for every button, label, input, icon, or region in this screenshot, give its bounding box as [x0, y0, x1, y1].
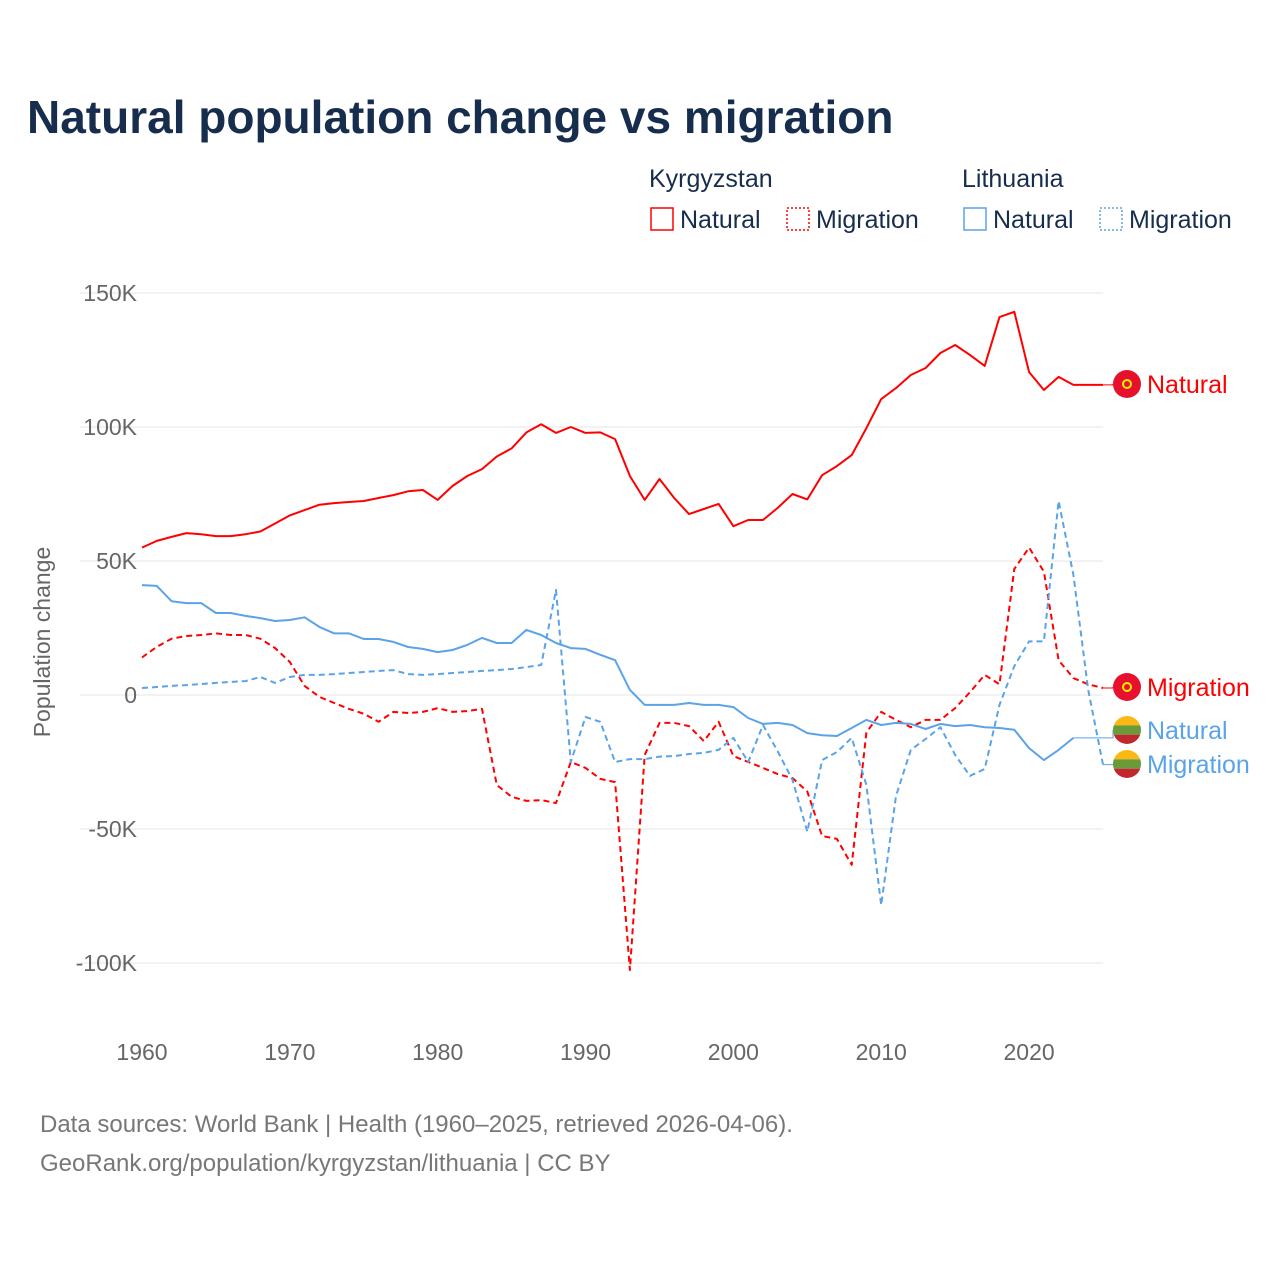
x-tick-label: 2010 [856, 1039, 907, 1065]
series-line-lithuania-natural[interactable] [141, 584, 1075, 762]
series-line-kyrgyzstan-migration[interactable] [141, 546, 1104, 971]
x-tick-label: 1970 [264, 1039, 315, 1065]
kyrgyzstan-flag-icon [1113, 370, 1141, 398]
series-line-lithuania-migration[interactable] [141, 500, 1104, 907]
gridlines [80, 292, 1103, 964]
legend: Kyrgyzstan Natural Migration Lithuania N… [649, 165, 1232, 234]
x-tick-label: 2020 [1003, 1039, 1054, 1065]
legend-lt-migration[interactable]: Migration [1129, 206, 1232, 234]
end-labels: Natural Migration Natural Migration [1073, 370, 1250, 779]
y-tick-label: 150K [83, 280, 137, 306]
end-label-lithuania-migration: Migration [1147, 751, 1250, 779]
y-tick-label: -50K [88, 816, 137, 842]
chart-title: Natural population change vs migration [27, 91, 893, 143]
legend-lt-natural[interactable]: Natural [993, 206, 1074, 234]
legend-group-lithuania: Lithuania [962, 165, 1064, 193]
x-axis-ticks: 1960 1970 1980 1990 2000 2010 2020 [116, 1039, 1054, 1065]
label-connector [1103, 687, 1114, 689]
label-connector [1103, 764, 1114, 766]
y-tick-label: 50K [96, 548, 138, 574]
y-axis-ticks: 150K 100K 50K 0 -50K -100K [76, 280, 138, 976]
x-tick-label: 1980 [412, 1039, 463, 1065]
label-connector [1103, 384, 1114, 386]
legend-swatch-kg-natural [650, 207, 674, 231]
label-connector [1073, 730, 1114, 739]
end-label-lithuania-natural: Natural [1147, 717, 1228, 745]
lithuania-flag-icon [1113, 716, 1141, 744]
y-tick-label: -100K [76, 950, 138, 976]
y-tick-label: 100K [83, 414, 137, 440]
x-tick-label: 1960 [116, 1039, 167, 1065]
legend-kg-migration[interactable]: Migration [816, 206, 919, 234]
y-tick-label: 0 [124, 682, 137, 708]
legend-group-kyrgyzstan: Kyrgyzstan [649, 165, 773, 193]
y-axis-label: Population change [29, 547, 55, 738]
end-label-kyrgyzstan-natural: Natural [1147, 371, 1228, 399]
source-line-1: Data sources: World Bank | Health (1960–… [40, 1111, 793, 1138]
legend-kg-natural[interactable]: Natural [680, 206, 761, 234]
legend-swatch-kg-migration [786, 207, 810, 231]
kyrgyzstan-flag-icon [1113, 673, 1141, 701]
x-tick-label: 2000 [708, 1039, 759, 1065]
lithuania-flag-icon [1113, 750, 1141, 778]
series-line-kyrgyzstan-natural[interactable] [141, 310, 1103, 549]
x-tick-label: 1990 [560, 1039, 611, 1065]
legend-swatch-lt-natural [963, 207, 987, 231]
source-line-2[interactable]: GeoRank.org/population/kyrgyzstan/lithua… [40, 1150, 611, 1177]
legend-swatch-lt-migration [1099, 207, 1123, 231]
series-lines [141, 310, 1104, 971]
end-label-kyrgyzstan-migration: Migration [1147, 674, 1250, 702]
